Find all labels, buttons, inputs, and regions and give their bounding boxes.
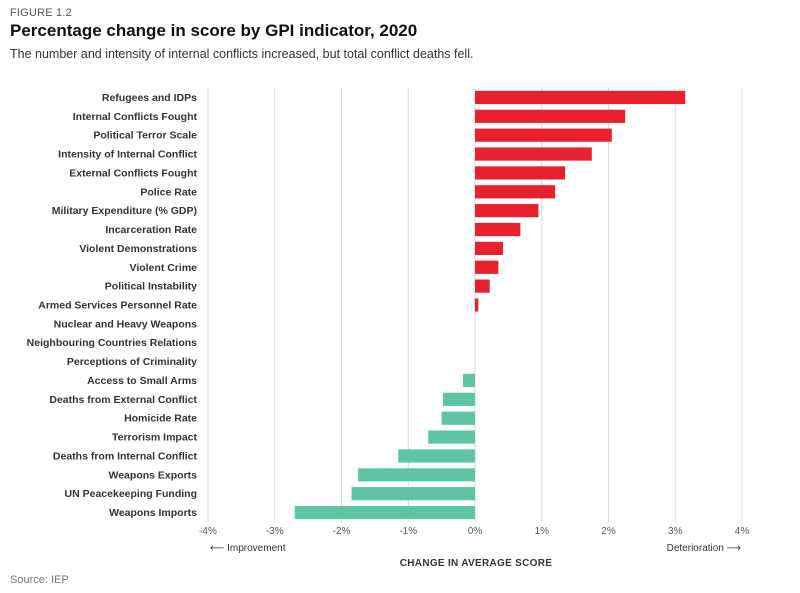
improvement-label: ⟵ Improvement	[210, 543, 286, 554]
bar	[442, 392, 475, 406]
category-label: Internal Conflicts Fought	[73, 111, 198, 123]
chart-title: Percentage change in score by GPI indica…	[10, 21, 418, 40]
bar	[428, 430, 475, 444]
category-labels: Refugees and IDPs Internal Conflicts Foug…	[27, 92, 198, 519]
bar	[475, 241, 504, 255]
category-label: Perceptions of Criminality	[67, 356, 197, 368]
x-tick-label: 3%	[668, 526, 683, 537]
category-label: Homicide Rate	[124, 413, 197, 425]
bar	[475, 222, 521, 237]
bar	[294, 505, 475, 520]
bar	[462, 373, 475, 388]
x-tick-label: 4%	[735, 526, 750, 537]
bar	[358, 468, 475, 482]
bar	[475, 260, 499, 274]
category-label: Political Instability	[105, 281, 197, 293]
figure-label: FIGURE 1.2	[10, 7, 72, 19]
bar	[475, 147, 592, 161]
category-label: Incarceration Rate	[105, 224, 197, 236]
bar	[475, 279, 490, 293]
chart-subtitle: The number and intensity of internal con…	[10, 47, 474, 61]
x-tick-label: -4%	[199, 526, 217, 537]
category-label: Armed Services Personnel Rate	[38, 300, 197, 312]
x-tick-label: -1%	[399, 526, 417, 537]
bar	[441, 411, 475, 425]
x-tick-label: 1%	[535, 526, 550, 537]
bars	[294, 90, 686, 520]
x-tick-label: -3%	[266, 526, 284, 537]
category-label: UN Peacekeeping Funding	[65, 488, 197, 500]
bar	[475, 166, 566, 180]
x-tick-label: -2%	[333, 526, 351, 537]
category-label: Terrorism Impact	[112, 432, 198, 444]
category-label: Deaths from Internal Conflict	[53, 450, 198, 462]
category-label: Violent Crime	[130, 262, 198, 274]
x-tick-label: 2%	[601, 526, 616, 537]
bar	[398, 449, 475, 463]
category-label: Military Expenditure (% GDP)	[52, 205, 197, 217]
x-tick-label: 0%	[468, 526, 483, 537]
category-label: Nuclear and Heavy Weapons	[54, 318, 198, 330]
category-label: Weapons Exports	[109, 469, 198, 481]
bar-chart: Refugees and IDPs Internal Conflicts Foug…	[27, 88, 749, 569]
category-label: Deaths from External Conflict	[49, 394, 197, 406]
bar	[475, 298, 479, 312]
bar	[475, 204, 539, 218]
source-note: Source: IEP	[10, 574, 69, 586]
deterioration-label: Deterioration ⟶	[667, 543, 741, 554]
category-label: External Conflicts Fought	[69, 167, 197, 179]
category-label: Police Rate	[140, 186, 197, 198]
category-label: Political Terror Scale	[93, 130, 197, 142]
bar	[351, 487, 475, 501]
category-label: Neighbouring Countries Relations	[27, 337, 197, 349]
bar	[475, 185, 556, 199]
category-label: Violent Demonstrations	[79, 243, 197, 255]
direction-labels: ⟵ Improvement Deterioration ⟶	[210, 543, 741, 554]
x-axis-title: CHANGE IN AVERAGE SCORE	[400, 558, 553, 569]
category-label: Intensity of Internal Conflict	[58, 149, 197, 161]
category-label: Access to Small Arms	[87, 375, 197, 387]
bar	[475, 128, 612, 142]
category-label: Weapons Imports	[109, 507, 197, 519]
bar	[475, 90, 686, 105]
x-axis-ticks: -4% -3% -2% -1% 0% 1% 2% 3% 4%	[199, 526, 749, 537]
category-label: Refugees and IDPs	[102, 92, 197, 104]
bar	[475, 109, 626, 123]
